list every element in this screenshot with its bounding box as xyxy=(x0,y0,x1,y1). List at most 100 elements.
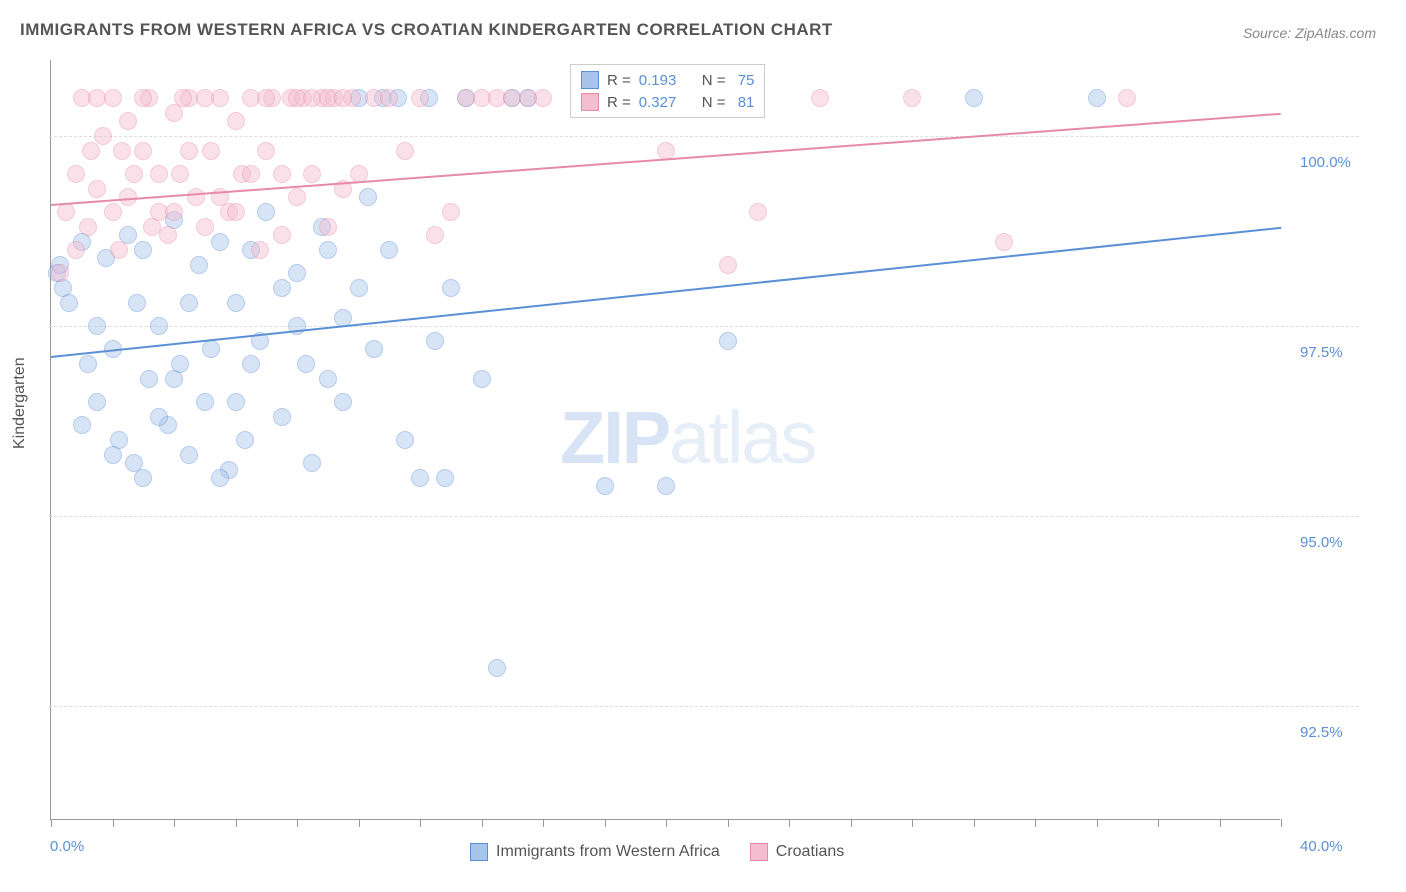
data-point xyxy=(134,142,152,160)
r-label: R = xyxy=(607,94,631,111)
data-point xyxy=(396,431,414,449)
series-swatch xyxy=(581,71,599,89)
data-point xyxy=(104,446,122,464)
data-point xyxy=(273,226,291,244)
bottom-legend: Immigrants from Western Africa Croatians xyxy=(470,843,844,861)
plot-area xyxy=(50,60,1280,820)
data-point xyxy=(242,355,260,373)
data-point xyxy=(303,165,321,183)
data-point xyxy=(426,332,444,350)
data-point xyxy=(811,89,829,107)
x-max-label: 40.0% xyxy=(1300,838,1343,855)
data-point xyxy=(134,241,152,259)
data-point xyxy=(165,370,183,388)
data-point xyxy=(180,446,198,464)
data-point xyxy=(180,142,198,160)
x-tick xyxy=(728,819,729,827)
x-tick xyxy=(420,819,421,827)
data-point xyxy=(67,241,85,259)
data-point xyxy=(1088,89,1106,107)
data-point xyxy=(251,241,269,259)
data-point xyxy=(273,279,291,297)
data-point xyxy=(82,142,100,160)
x-tick xyxy=(974,819,975,827)
x-tick xyxy=(789,819,790,827)
data-point xyxy=(319,218,337,236)
data-point xyxy=(165,203,183,221)
data-point xyxy=(534,89,552,107)
data-point xyxy=(150,408,168,426)
y-tick-label: 92.5% xyxy=(1300,724,1343,741)
data-point xyxy=(227,393,245,411)
data-point xyxy=(303,454,321,472)
x-tick xyxy=(1097,819,1098,827)
data-point xyxy=(128,294,146,312)
n-label: N = xyxy=(702,94,726,111)
n-value: 75 xyxy=(734,72,755,89)
data-point xyxy=(73,416,91,434)
data-point xyxy=(380,241,398,259)
x-tick xyxy=(851,819,852,827)
data-point xyxy=(140,370,158,388)
legend-swatch xyxy=(750,843,768,861)
x-tick xyxy=(1158,819,1159,827)
x-tick xyxy=(359,819,360,827)
data-point xyxy=(57,203,75,221)
data-point xyxy=(488,659,506,677)
data-point xyxy=(165,104,183,122)
gridline xyxy=(49,516,1359,517)
y-tick-label: 97.5% xyxy=(1300,344,1343,361)
data-point xyxy=(319,370,337,388)
data-point xyxy=(88,180,106,198)
data-point xyxy=(134,469,152,487)
data-point xyxy=(202,340,220,358)
x-tick xyxy=(174,819,175,827)
legend-swatch xyxy=(470,843,488,861)
data-point xyxy=(159,226,177,244)
x-tick xyxy=(51,819,52,827)
regression-line xyxy=(51,227,1281,358)
data-point xyxy=(396,142,414,160)
data-point xyxy=(334,393,352,411)
legend-label: Immigrants from Western Africa xyxy=(496,843,720,861)
y-axis-label: Kindergarten xyxy=(11,357,29,449)
data-point xyxy=(227,203,245,221)
x-tick xyxy=(543,819,544,827)
y-tick-label: 100.0% xyxy=(1300,154,1351,171)
data-point xyxy=(125,165,143,183)
data-point xyxy=(903,89,921,107)
data-point xyxy=(411,469,429,487)
legend-item: Croatians xyxy=(750,843,844,861)
r-value: 0.193 xyxy=(639,72,694,89)
data-point xyxy=(88,393,106,411)
chart-title: IMMIGRANTS FROM WESTERN AFRICA VS CROATI… xyxy=(20,20,833,40)
data-point xyxy=(227,294,245,312)
data-point xyxy=(211,89,229,107)
data-point xyxy=(174,89,192,107)
data-point xyxy=(411,89,429,107)
data-point xyxy=(51,264,69,282)
data-point xyxy=(380,89,398,107)
data-point xyxy=(350,279,368,297)
data-point xyxy=(171,165,189,183)
stats-row: R =0.193N = 75 xyxy=(581,69,754,91)
data-point xyxy=(134,89,152,107)
data-point xyxy=(187,188,205,206)
data-point xyxy=(297,355,315,373)
gridline xyxy=(49,326,1359,327)
legend-item: Immigrants from Western Africa xyxy=(470,843,720,861)
data-point xyxy=(180,294,198,312)
legend-label: Croatians xyxy=(776,843,844,861)
data-point xyxy=(79,218,97,236)
data-point xyxy=(119,112,137,130)
data-point xyxy=(150,165,168,183)
source-label: Source: ZipAtlas.com xyxy=(1243,25,1376,41)
data-point xyxy=(190,256,208,274)
stats-box: R =0.193N = 75R =0.327N = 81 xyxy=(570,64,765,118)
data-point xyxy=(196,89,214,107)
data-point xyxy=(749,203,767,221)
data-point xyxy=(257,142,275,160)
data-point xyxy=(995,233,1013,251)
data-point xyxy=(79,355,97,373)
data-point xyxy=(113,142,131,160)
